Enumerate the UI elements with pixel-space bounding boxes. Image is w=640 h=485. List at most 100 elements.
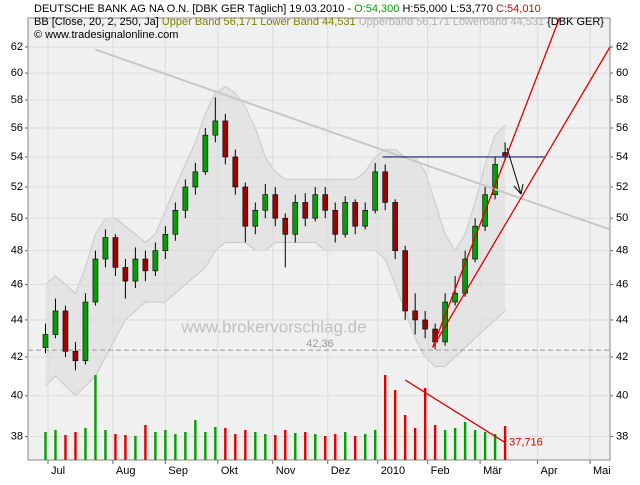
y-tick-label: 60 — [616, 67, 628, 79]
line-label: 37,716 — [509, 436, 543, 448]
volume-bar — [403, 415, 407, 460]
volume-bar — [433, 425, 437, 460]
candle-body — [52, 310, 59, 335]
volume-bar — [124, 435, 127, 460]
volume-bar — [204, 432, 207, 460]
volume-bar — [483, 432, 487, 460]
header-part: Upper Band 56,171 Lower Band 44,531 — [162, 16, 359, 28]
y-tick-label: 58 — [11, 94, 23, 106]
volume-bar — [244, 430, 247, 460]
x-tick-label: Apr — [541, 465, 558, 477]
y-tick-label: 52 — [616, 181, 628, 193]
volume-bar — [54, 430, 57, 460]
y-tick-label: 48 — [616, 245, 628, 257]
candle-body — [72, 350, 79, 362]
volume-bar — [473, 430, 477, 460]
candle-body — [152, 250, 159, 272]
trend-line — [432, 17, 561, 348]
y-tick-label: 58 — [616, 94, 628, 106]
volume-bar — [423, 388, 427, 460]
candle-body — [42, 334, 49, 348]
header-part: BB [Close, 20, 2, 250, Ja] — [34, 16, 162, 28]
y-tick-label: 50 — [616, 212, 628, 224]
y-tick-label: 52 — [11, 181, 23, 193]
x-tick-label: Feb — [431, 465, 450, 477]
candle-body — [182, 186, 189, 211]
volume-bar — [443, 430, 447, 460]
y-tick-label: 56 — [11, 122, 23, 134]
volume-bar — [294, 433, 297, 460]
y-tick-label: 56 — [616, 122, 628, 134]
volume-bar — [264, 434, 267, 460]
y-tick-label: 62 — [11, 41, 23, 53]
trend-line — [432, 46, 611, 348]
y-tick-label: 54 — [11, 151, 23, 163]
candle-body — [202, 134, 209, 173]
candle-body — [392, 202, 398, 251]
volume-bar — [154, 432, 157, 460]
candle-body — [382, 171, 388, 203]
y-tick-label: 42 — [11, 351, 23, 363]
candle-body — [222, 120, 229, 158]
volume-bar — [84, 428, 87, 460]
trend-line — [95, 48, 611, 231]
y-tick-label: 46 — [11, 278, 23, 290]
volume-bar — [274, 435, 277, 460]
candle-body — [122, 267, 129, 282]
candle-body — [172, 209, 179, 235]
candle-body — [252, 209, 259, 227]
y-tick-label: 44 — [616, 314, 628, 326]
band-line — [45, 85, 506, 295]
volume-bar — [74, 432, 77, 460]
candle-body — [232, 156, 239, 188]
candle-body — [242, 186, 249, 227]
x-tick-label: Aug — [116, 465, 136, 477]
x-tick-label: Nov — [276, 465, 296, 477]
y-tick-label: 44 — [11, 314, 23, 326]
y-tick-label: 40 — [616, 390, 628, 402]
candle-body — [292, 202, 299, 235]
header-part: © www.tradesignalonline.com — [34, 29, 178, 41]
header-line: © www.tradesignalonline.com — [34, 29, 178, 41]
volume-bar — [104, 430, 107, 460]
candle-body — [332, 209, 339, 235]
volume-bar — [374, 430, 377, 460]
y-tick-label: 62 — [616, 41, 628, 53]
candle-body — [92, 258, 99, 303]
y-tick-label: 48 — [11, 245, 23, 257]
volume-bar — [94, 375, 97, 460]
x-tick-label: 2010 — [381, 465, 405, 477]
band-area — [45, 86, 506, 396]
candle-body — [212, 120, 219, 136]
volume-bar — [234, 434, 237, 460]
volume-bar — [114, 434, 117, 460]
candle-body — [262, 194, 269, 211]
volume-bar — [493, 434, 497, 460]
candle-body — [132, 258, 139, 282]
volume-bar — [144, 425, 147, 460]
candle-body — [272, 194, 279, 219]
x-tick-label: Mär — [483, 465, 502, 477]
x-tick-label: Sep — [168, 465, 188, 477]
x-tick-label: Jul — [51, 465, 65, 477]
candle-body — [402, 250, 408, 312]
volume-bar — [503, 426, 507, 460]
candle-body — [312, 194, 319, 219]
y-tick-label: 40 — [11, 390, 23, 402]
candle-body — [372, 171, 379, 211]
candle-body — [162, 233, 169, 251]
volume-bar — [284, 430, 287, 460]
volume-bar — [64, 435, 67, 460]
y-tick-label: 60 — [11, 67, 23, 79]
candle-body — [142, 258, 149, 272]
candle-body — [192, 171, 199, 188]
header-line: BB [Close, 20, 2, 250, Ja] Upper Band 56… — [34, 16, 604, 28]
volume-bar — [214, 427, 217, 460]
arrow — [506, 147, 524, 195]
candle-body — [322, 194, 329, 211]
candle-body — [302, 202, 309, 219]
header-part: {DBK GER} — [547, 16, 604, 28]
x-tick-label: Mai — [593, 465, 611, 477]
y-tick-label: 50 — [11, 212, 23, 224]
